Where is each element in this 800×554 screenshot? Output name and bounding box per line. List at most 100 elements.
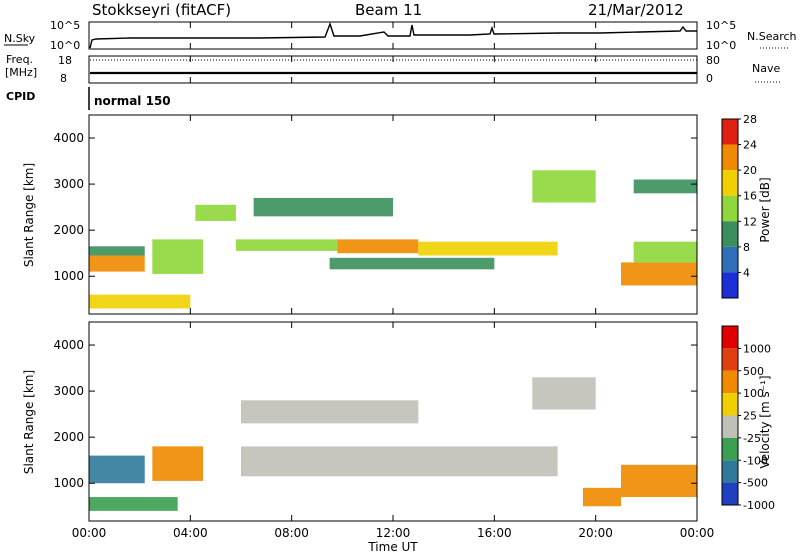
station-title: Stokkseyri (fitACF) (92, 1, 231, 19)
colorbar-tick-label: -1000 (743, 499, 775, 512)
data-band (89, 255, 145, 272)
colorbar-swatch (722, 415, 738, 438)
colorbar-tick-label: -100 (743, 454, 768, 467)
nsky-left-tick-top: 10^5 (50, 19, 80, 32)
velocity-data-layer (89, 377, 697, 511)
power-colorbar-label: Power [dB] (758, 177, 772, 242)
colorbar-swatch (722, 370, 738, 394)
power-data-layer (89, 170, 697, 309)
nave-right-tick-top: 80 (706, 54, 720, 67)
colorbar-swatch (722, 272, 738, 298)
velocity-colorbar-label: Velocity [m s⁻¹] (758, 375, 772, 468)
colorbar-swatch (722, 460, 738, 483)
x-tick-label: 08:00 (274, 526, 309, 540)
colorbar-tick-label: 4 (743, 266, 750, 279)
nsky-trace (89, 21, 697, 49)
data-band (253, 197, 393, 217)
colorbar-tick-label: 100 (743, 387, 764, 400)
colorbar-tick-label: 12 (743, 215, 757, 228)
colorbar-swatch (722, 393, 738, 416)
power-panel: 1000 2000 3000 4000 Slant Range [km] 4 8 12 16… (22, 113, 772, 315)
colorbar-tick-label: 1000 (743, 342, 771, 355)
nave-right-tick-bottom: 0 (706, 72, 713, 85)
cpid-label: CPID (6, 90, 35, 103)
beam-title: Beam 11 (355, 1, 422, 19)
data-band (532, 377, 596, 410)
data-band (621, 262, 697, 286)
data-band (633, 241, 697, 263)
x-tick-label: 16:00 (477, 526, 512, 540)
y-tick-label: 1000 (53, 476, 84, 490)
colorbar-tick-label: -25 (743, 432, 761, 445)
colorbar-tick-label: 28 (743, 113, 757, 126)
nave-label: Nave (752, 62, 780, 75)
date-title: 21/Mar/2012 (588, 1, 684, 19)
colorbar-tick-label: 24 (743, 139, 757, 152)
colorbar-tick-label: -500 (743, 477, 768, 490)
colorbar-swatch (722, 119, 738, 145)
freq-label: Freq. (6, 53, 33, 66)
freq-unit-label: [MHz] (5, 66, 37, 79)
power-ylabel: Slant Range [km] (22, 163, 36, 267)
colorbar-swatch (722, 170, 738, 196)
nsky-label: N.Sky (4, 32, 36, 45)
colorbar-swatch (722, 348, 738, 371)
data-band (89, 497, 178, 511)
data-band (195, 204, 236, 221)
x-tick-label: 04:00 (173, 526, 208, 540)
y-tick-label: 1000 (53, 269, 84, 283)
colorbar-tick-label: 500 (743, 365, 764, 378)
data-band (418, 241, 558, 256)
y-tick-label: 3000 (53, 177, 84, 191)
colorbar-swatch (722, 246, 738, 273)
data-band (241, 446, 558, 477)
colorbar-swatch (722, 221, 738, 247)
cpid-mode: normal 150 (94, 94, 171, 108)
data-band (152, 239, 203, 274)
nsky-right-tick-top: 10^5 (706, 19, 736, 32)
time-axis-title: Time UT (367, 540, 418, 554)
y-tick-label: 2000 (53, 223, 84, 237)
nsky-left-tick-bottom: 10^0 (50, 39, 80, 52)
colorbar-swatch (722, 195, 738, 222)
x-tick-label: 12:00 (376, 526, 411, 540)
x-tick-label: 20:00 (578, 526, 613, 540)
colorbar-swatch (722, 144, 738, 171)
data-band (337, 239, 419, 254)
colorbar-tick-label: 25 (743, 410, 757, 423)
velocity-panel: 1000 2000 3000 4000 Slant Range [km] 1000 50… (22, 321, 775, 522)
freq-left-tick-top: 18 (58, 54, 72, 67)
data-band (583, 487, 621, 507)
data-band (89, 294, 191, 309)
colorbar-tick-label: 16 (743, 190, 757, 203)
data-band (621, 464, 697, 498)
velocity-ylabel: Slant Range [km] (22, 370, 36, 474)
velocity-colorbar: 1000 500 100 25 -25 -100 -500 -1000 (721, 325, 775, 512)
x-tick-label: 00:00 (72, 526, 107, 540)
data-band (152, 446, 203, 481)
y-tick-label: 2000 (53, 430, 84, 444)
y-tick-label: 4000 (53, 338, 84, 352)
data-band (633, 179, 697, 194)
colorbar-swatch (722, 482, 738, 505)
colorbar-tick-label: 20 (743, 164, 757, 177)
time-axis: 00:00 04:00 08:00 12:00 16:00 20:00 00:00 (72, 22, 715, 540)
data-band (89, 455, 145, 484)
nsearch-label: N.Search (747, 30, 797, 43)
y-tick-label: 4000 (53, 131, 84, 145)
nsky-panel: N.Sky 10^5 10^0 10^5 10^0 N.Search (4, 19, 797, 52)
x-tick-label: 00:00 (680, 526, 715, 540)
y-tick-label: 3000 (53, 384, 84, 398)
data-band (241, 400, 419, 424)
freq-left-tick-bottom: 8 (60, 72, 67, 85)
colorbar-tick-label: 8 (743, 241, 750, 254)
nsky-right-tick-bottom: 10^0 (706, 39, 736, 52)
data-band (235, 239, 338, 251)
data-band (532, 170, 596, 203)
colorbar-swatch (722, 326, 738, 349)
data-band (89, 246, 145, 256)
data-band (329, 257, 495, 270)
colorbar-swatch (722, 437, 738, 461)
power-colorbar: 4 8 12 16 20 24 28 (721, 113, 757, 299)
